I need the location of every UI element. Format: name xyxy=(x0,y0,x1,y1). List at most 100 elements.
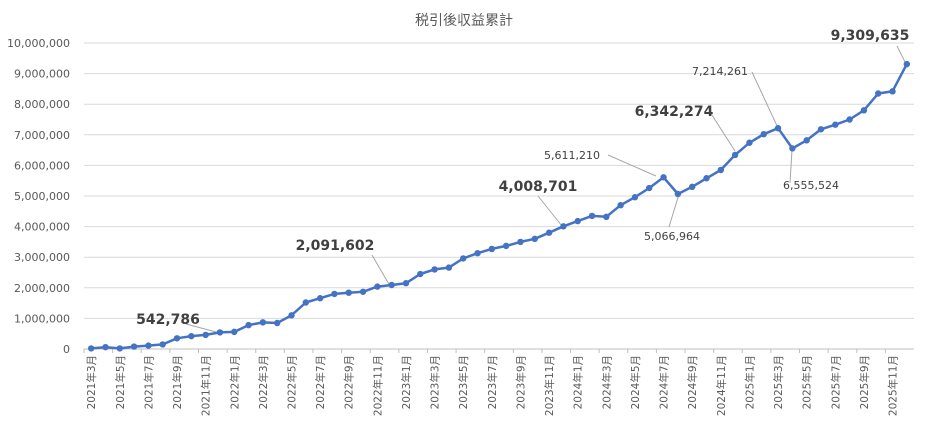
data-point xyxy=(359,288,367,295)
data-labels: 542,786 2,091,602 4,008,701 5,611,210 5,066,… xyxy=(136,28,909,328)
y-tick-label: 7,000,000 xyxy=(14,129,70,142)
data-point xyxy=(288,312,295,319)
data-label: 9,309,635 xyxy=(831,28,910,44)
data-point xyxy=(316,295,324,302)
x-tick-label: 2022年1月 xyxy=(228,355,241,409)
data-point xyxy=(803,137,810,144)
data-point xyxy=(817,126,825,133)
data-point xyxy=(87,345,95,352)
x-tick-label: 2024年5月 xyxy=(629,355,642,409)
data-label: 6,555,524 xyxy=(783,179,839,192)
data-points xyxy=(87,60,911,352)
x-tick-label: 2021年7月 xyxy=(142,355,155,409)
data-point xyxy=(545,229,553,236)
data-point xyxy=(517,238,524,246)
data-point xyxy=(603,213,610,221)
data-point xyxy=(445,264,453,271)
x-tick-label: 2023年11月 xyxy=(543,355,556,416)
data-point xyxy=(345,289,352,296)
x-tick-label: 2025年11月 xyxy=(887,355,900,416)
x-tick-label: 2023年1月 xyxy=(400,355,413,409)
data-point xyxy=(674,190,682,198)
data-point xyxy=(474,250,481,257)
annotation-leader-line xyxy=(668,193,680,228)
data-label: 5,611,210 xyxy=(544,149,600,162)
data-point xyxy=(574,217,581,225)
y-tick-label: 9,000,000 xyxy=(14,68,70,81)
x-tick-label: 2025年1月 xyxy=(743,355,756,409)
data-point xyxy=(374,283,381,290)
x-tick-label: 2021年9月 xyxy=(171,355,184,409)
x-tick-label: 2024年7月 xyxy=(658,355,671,409)
data-point xyxy=(502,242,510,250)
data-point xyxy=(302,299,310,306)
data-point xyxy=(531,235,538,243)
x-tick-label: 2023年9月 xyxy=(514,355,527,409)
data-point xyxy=(660,174,667,181)
data-point xyxy=(245,321,252,329)
data-point xyxy=(102,343,109,351)
y-tick-label: 0 xyxy=(63,343,70,356)
data-label: 4,008,701 xyxy=(499,179,578,195)
data-point xyxy=(646,184,653,192)
data-point xyxy=(717,166,725,174)
data-point xyxy=(760,130,767,138)
data-point xyxy=(145,342,152,349)
data-point xyxy=(903,60,911,68)
x-tick-label: 2021年5月 xyxy=(114,355,127,409)
x-tick-label: 2023年3月 xyxy=(429,355,442,409)
annotation-leader-line xyxy=(709,111,736,152)
data-point xyxy=(116,345,123,352)
data-point xyxy=(231,328,238,336)
y-tick-label: 4,000,000 xyxy=(14,221,70,234)
x-tick-label: 2025年9月 xyxy=(858,355,871,409)
data-label: 6,342,274 xyxy=(635,104,714,120)
data-point xyxy=(188,332,195,340)
y-tick-label: 1,000,000 xyxy=(14,312,70,325)
data-label: 7,214,261 xyxy=(692,65,748,78)
data-point xyxy=(417,270,424,278)
data-point xyxy=(202,331,209,339)
data-point xyxy=(703,175,710,182)
data-point xyxy=(259,319,267,326)
data-point xyxy=(617,201,624,209)
data-point xyxy=(173,335,181,342)
y-axis-ticks: 0 1,000,000 2,000,000 3,000,000 4,000,000 5,0… xyxy=(7,37,70,356)
x-tick-label: 2021年3月 xyxy=(85,355,98,409)
data-point xyxy=(860,107,868,114)
x-tick-label: 2024年9月 xyxy=(686,355,699,409)
data-label: 2,091,602 xyxy=(296,238,375,254)
data-point xyxy=(588,212,596,220)
annotation-leader-line xyxy=(371,254,391,287)
gridlines xyxy=(84,42,914,350)
data-point xyxy=(402,280,410,287)
data-point xyxy=(746,139,753,146)
annotation-leader-line xyxy=(751,71,779,129)
data-point xyxy=(560,223,567,230)
data-point xyxy=(688,183,696,191)
annotation-leader-line xyxy=(896,45,907,65)
x-tick-label: 2025年5月 xyxy=(801,355,814,409)
data-label: 5,066,964 xyxy=(644,230,700,243)
data-point xyxy=(331,290,338,298)
data-point xyxy=(846,116,853,123)
x-tick-label: 2022年7月 xyxy=(314,355,327,409)
data-point xyxy=(731,151,739,159)
data-point xyxy=(216,329,224,336)
data-point xyxy=(774,125,782,132)
y-tick-label: 6,000,000 xyxy=(14,159,70,172)
x-tick-label: 2022年11月 xyxy=(371,355,384,416)
data-point xyxy=(832,121,839,128)
chart-title: 税引後収益累計 xyxy=(415,13,513,29)
data-point xyxy=(789,145,796,152)
x-tick-label: 2024年3月 xyxy=(600,355,613,409)
data-point xyxy=(460,255,467,262)
series-polyline xyxy=(91,63,908,350)
x-tick-label: 2023年7月 xyxy=(486,355,499,409)
data-point xyxy=(889,88,896,95)
data-label: 542,786 xyxy=(136,312,200,328)
x-tick-label: 2022年5月 xyxy=(286,355,299,409)
x-tick-label: 2024年11月 xyxy=(715,355,728,416)
